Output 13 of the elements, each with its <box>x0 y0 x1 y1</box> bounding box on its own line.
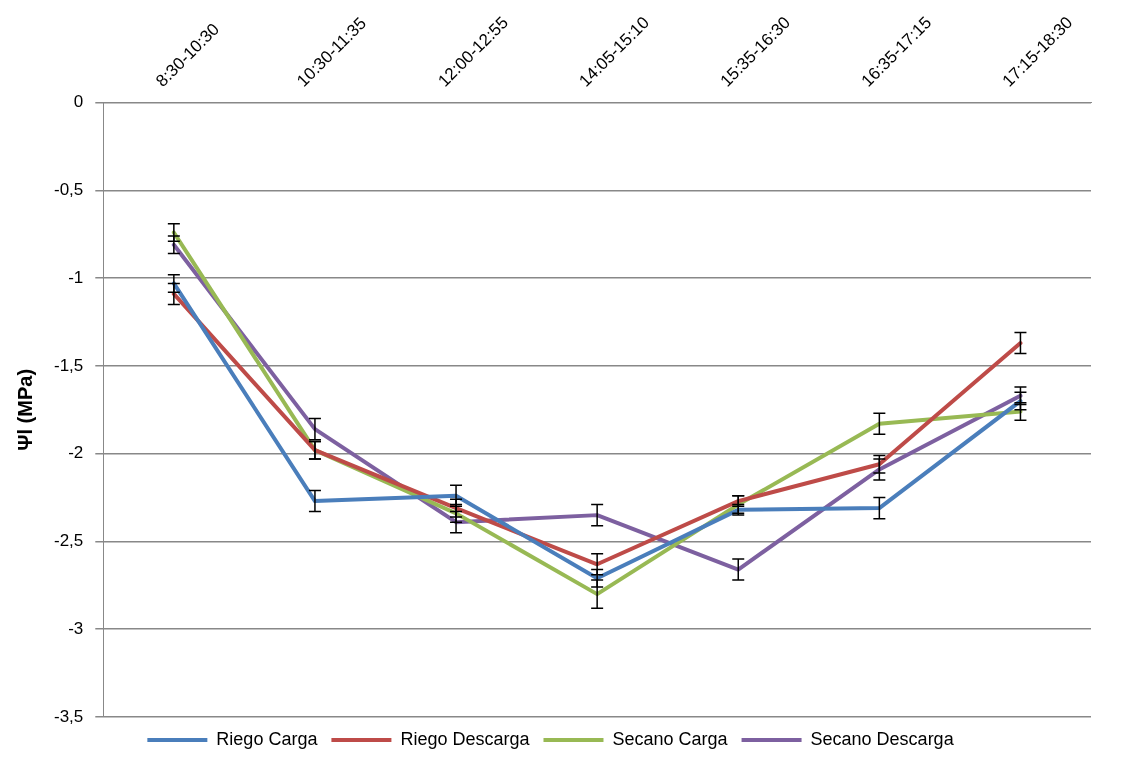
y-tick-label: -1,5 <box>54 355 84 375</box>
legend-label: Riego Descarga <box>400 728 531 749</box>
y-tick-label: -3 <box>68 618 84 638</box>
legend-label: Secano Carga <box>612 728 729 749</box>
y-tick-label: -2 <box>68 443 84 463</box>
y-tick-label: 0 <box>73 92 84 112</box>
y-axis-title: Ψl (MPa) <box>13 368 36 451</box>
legend-label: Secano Descarga <box>810 728 955 749</box>
y-tick-label: -2,5 <box>54 531 84 551</box>
y-tick-label: -3,5 <box>54 706 84 726</box>
y-tick-label: -1 <box>68 267 84 287</box>
y-tick-label: -0,5 <box>54 180 84 200</box>
legend-label: Riego Carga <box>216 728 319 749</box>
